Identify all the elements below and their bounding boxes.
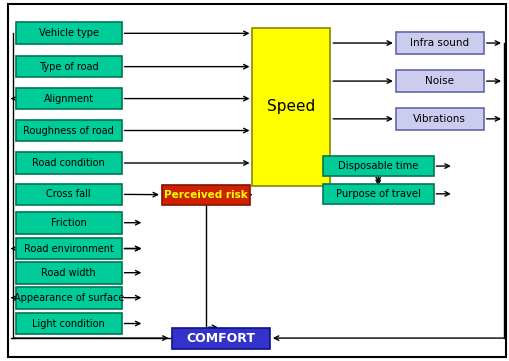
Bar xyxy=(16,56,122,78)
Text: Speed: Speed xyxy=(267,99,316,114)
Text: Perceived risk: Perceived risk xyxy=(164,190,248,200)
Text: Road width: Road width xyxy=(41,268,96,278)
Text: Friction: Friction xyxy=(51,218,87,228)
Bar xyxy=(16,152,122,174)
Text: Noise: Noise xyxy=(426,76,455,86)
Bar xyxy=(162,185,250,205)
Text: Infra sound: Infra sound xyxy=(410,38,469,48)
Bar xyxy=(396,108,484,130)
Text: COMFORT: COMFORT xyxy=(186,332,256,345)
Text: Type of road: Type of road xyxy=(39,62,99,71)
Text: Cross fall: Cross fall xyxy=(46,190,91,199)
Bar xyxy=(323,184,434,204)
Bar xyxy=(16,262,122,283)
Text: Vibrations: Vibrations xyxy=(413,114,466,124)
Bar xyxy=(16,22,122,44)
Bar xyxy=(396,32,484,54)
Text: Disposable time: Disposable time xyxy=(338,161,418,171)
Bar xyxy=(396,70,484,92)
Text: Vehicle type: Vehicle type xyxy=(39,28,99,38)
Bar xyxy=(323,156,434,176)
Text: Purpose of travel: Purpose of travel xyxy=(336,189,420,199)
Bar xyxy=(16,183,122,205)
Text: Road condition: Road condition xyxy=(33,158,105,168)
Bar xyxy=(16,88,122,109)
Text: Appearance of surface: Appearance of surface xyxy=(14,293,124,303)
Bar xyxy=(16,120,122,142)
Bar xyxy=(172,328,270,348)
Text: Light condition: Light condition xyxy=(33,318,105,329)
Text: Alignment: Alignment xyxy=(44,93,94,104)
Bar xyxy=(16,287,122,309)
Text: Roughness of road: Roughness of road xyxy=(23,126,114,135)
Bar xyxy=(252,28,330,186)
Bar xyxy=(16,212,122,234)
Bar xyxy=(16,313,122,334)
Text: Road environment: Road environment xyxy=(24,244,114,253)
Bar xyxy=(16,238,122,259)
